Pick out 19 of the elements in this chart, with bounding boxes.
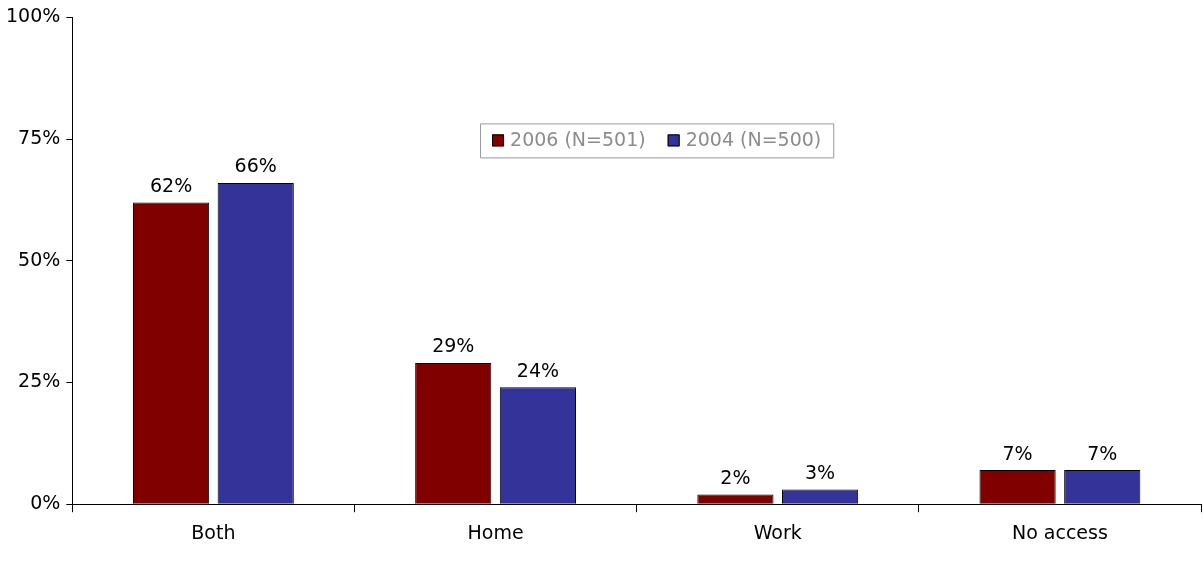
y-tick-label: 50% [18, 247, 61, 270]
y-tick-label: 100% [5, 4, 61, 27]
y-tick-label: 25% [18, 369, 61, 392]
data-label: 7% [1002, 441, 1033, 464]
data-label: 62% [149, 173, 193, 196]
data-label: 29% [432, 334, 475, 357]
y-tick-label: 75% [18, 126, 61, 149]
x-tick-label: Home [467, 520, 524, 543]
x-tick-label: No access [1011, 520, 1108, 543]
data-label: 3% [804, 461, 836, 484]
data-label: 7% [1087, 441, 1118, 464]
legend-label: 2004 (N=500) [685, 128, 822, 151]
x-tick-label: Both [191, 520, 236, 543]
y-tick-label: 0% [30, 491, 61, 514]
data-label: 2% [720, 465, 751, 488]
data-label: 24% [516, 358, 560, 381]
data-label: 66% [234, 154, 277, 177]
legend-label: 2006 (N=501) [510, 128, 646, 151]
x-tick-label: Work [753, 520, 802, 543]
